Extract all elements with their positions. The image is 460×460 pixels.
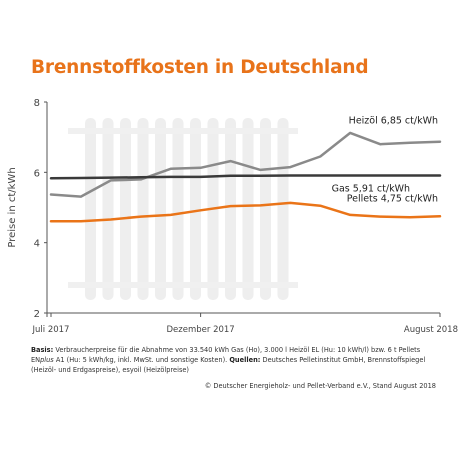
radiator-fin bbox=[225, 118, 236, 300]
chart-title: Brennstoffkosten in Deutschland bbox=[31, 57, 369, 78]
y-axis-label: Preise in ct/kWh bbox=[7, 167, 18, 247]
footnote-sources-label: Quellen: bbox=[229, 356, 261, 364]
x-tick-label: Dezember 2017 bbox=[167, 325, 235, 335]
radiator-fin bbox=[137, 118, 149, 300]
series-line-pellets bbox=[49, 201, 442, 223]
x-tick-label: Juli 2017 bbox=[32, 325, 70, 335]
radiator-watermark bbox=[68, 118, 298, 300]
footnote: Basis: Verbraucherpreise für die Abnahme… bbox=[31, 345, 436, 375]
y-tick-label: 4 bbox=[34, 239, 40, 250]
footnote-text-plus: plus bbox=[40, 356, 54, 364]
copyright: © Deutscher Energieholz- und Pellet-Verb… bbox=[204, 382, 436, 390]
series-line-gas bbox=[49, 174, 442, 180]
footnote-text-2: A1 (Hu: 5 kWh/kg, inkl. MwSt. und sonsti… bbox=[53, 356, 230, 364]
radiator-fin bbox=[155, 118, 166, 300]
radiator-fin bbox=[85, 118, 96, 300]
y-axis: 2 4 6 8 Preise in ct/kWh bbox=[7, 98, 48, 320]
footnote-basis-label: Basis: bbox=[31, 346, 54, 354]
y-tick-label: 2 bbox=[34, 309, 40, 320]
y-tick-label: 8 bbox=[34, 98, 40, 109]
radiator-fin bbox=[120, 118, 131, 300]
radiator-fin bbox=[172, 118, 184, 300]
x-axis: Juli 2017 Dezember 2017 August 2018 bbox=[32, 312, 458, 335]
series-end-label: Gas 5,91 ct/kWh bbox=[332, 183, 410, 194]
series-labels: Heizöl 6,85 ct/kWh Gas 5,91 ct/kWhPellets… bbox=[332, 116, 438, 205]
footnote-text-3: Deutsches Pelletinstitut GmbH, Brennstof… bbox=[31, 356, 426, 374]
series-end-label: Pellets 4,75 ct/kWh bbox=[347, 193, 438, 204]
radiator-fin bbox=[102, 118, 114, 300]
radiator-pipe bbox=[68, 282, 298, 288]
footnote-text-1: Verbraucherpreise für die Abnahme von 33… bbox=[31, 346, 421, 364]
radiator-fin bbox=[190, 118, 201, 300]
radiator-pipe bbox=[68, 128, 298, 134]
radiator-fin bbox=[242, 118, 254, 300]
radiator-fin bbox=[277, 118, 289, 300]
radiator-fin bbox=[260, 118, 271, 300]
series-lines bbox=[49, 131, 442, 223]
y-tick-label: 6 bbox=[34, 168, 40, 179]
x-tick-label: August 2018 bbox=[404, 325, 458, 335]
series-line-heizoel bbox=[49, 131, 442, 198]
series-end-label: Heizöl 6,85 ct/kWh bbox=[349, 116, 438, 127]
